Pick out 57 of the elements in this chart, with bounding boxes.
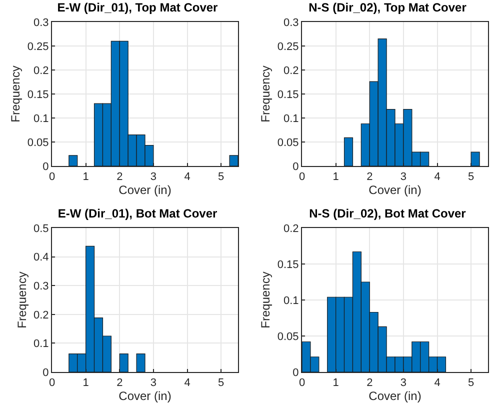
y-axis-title: Frequency [258, 272, 273, 328]
x-tick-label: 1 [332, 171, 339, 184]
y-tick-label: 0 [42, 366, 49, 379]
x-tick-label: 3 [400, 171, 407, 184]
y-tick-label: 0.2 [284, 222, 299, 235]
y-tick-label: 0.05 [27, 136, 49, 149]
x-tick-label: 4 [434, 377, 440, 390]
x-tick-label: 1 [82, 377, 89, 390]
y-tick-label: 0 [42, 160, 49, 173]
x-axis-title: Cover (in) [368, 183, 422, 198]
y-tick-label: 0.1 [34, 112, 49, 125]
y-tick-label: 0.15 [27, 88, 49, 101]
x-tick-label: 2 [366, 171, 373, 184]
y-axis-title: Frequency [8, 66, 23, 122]
y-tick-label: 0.5 [34, 222, 49, 235]
x-axis-title: Cover (in) [118, 183, 172, 198]
x-tick-label: 5 [218, 171, 224, 184]
chart-title: N-S (Dir_02), Bot Mat Cover [309, 206, 466, 220]
y-tick-label: 0.1 [284, 294, 299, 307]
chart-title: N-S (Dir_02), Top Mat Cover [308, 0, 467, 14]
y-tick-label: 0 [292, 160, 299, 173]
y-tick-label: 0.4 [34, 252, 49, 264]
y-tick-label: 0.3 [284, 16, 299, 29]
x-tick-label: 2 [116, 377, 123, 390]
x-axis-title: Cover (in) [368, 389, 422, 404]
x-tick-label: 2 [366, 377, 373, 390]
y-axis-title: Frequency [258, 66, 273, 122]
x-tick-label: 1 [332, 377, 339, 390]
x-tick-label: 4 [184, 171, 190, 184]
x-tick-label: 5 [468, 377, 474, 390]
x-tick-label: 4 [184, 377, 190, 390]
x-tick-label: 5 [218, 377, 224, 390]
x-tick-label: 3 [150, 377, 157, 390]
y-tick-label: 0.2 [34, 64, 49, 77]
x-tick-label: 1 [82, 171, 89, 184]
x-tick-label: 3 [400, 377, 407, 390]
x-tick-label: 2 [116, 171, 123, 184]
y-tick-label: 0.3 [34, 16, 49, 29]
y-tick-label: 0.05 [277, 136, 299, 149]
y-tick-label: 0.15 [277, 88, 299, 101]
y-tick-label: 0.25 [27, 40, 49, 53]
x-tick-label: 5 [468, 171, 474, 184]
y-tick-label: 0 [292, 366, 299, 379]
x-tick-label: 3 [150, 171, 157, 184]
y-axis-title: Frequency [14, 272, 29, 328]
y-tick-label: 0.2 [34, 309, 49, 322]
x-axis-title: Cover (in) [118, 389, 172, 404]
y-tick-label: 0.1 [284, 112, 299, 125]
y-tick-label: 0.05 [277, 330, 299, 343]
y-tick-label: 0.2 [284, 64, 299, 77]
y-tick-label: 0.1 [34, 338, 49, 350]
chart-title: E-W (Dir_01), Bot Mat Cover [58, 206, 218, 220]
y-tick-label: 0.15 [277, 258, 299, 271]
y-tick-label: 0.25 [277, 40, 299, 53]
x-tick-label: 4 [434, 171, 440, 184]
chart-title: E-W (Dir_01), Top Mat Cover [57, 0, 218, 14]
y-tick-label: 0.3 [34, 280, 49, 292]
